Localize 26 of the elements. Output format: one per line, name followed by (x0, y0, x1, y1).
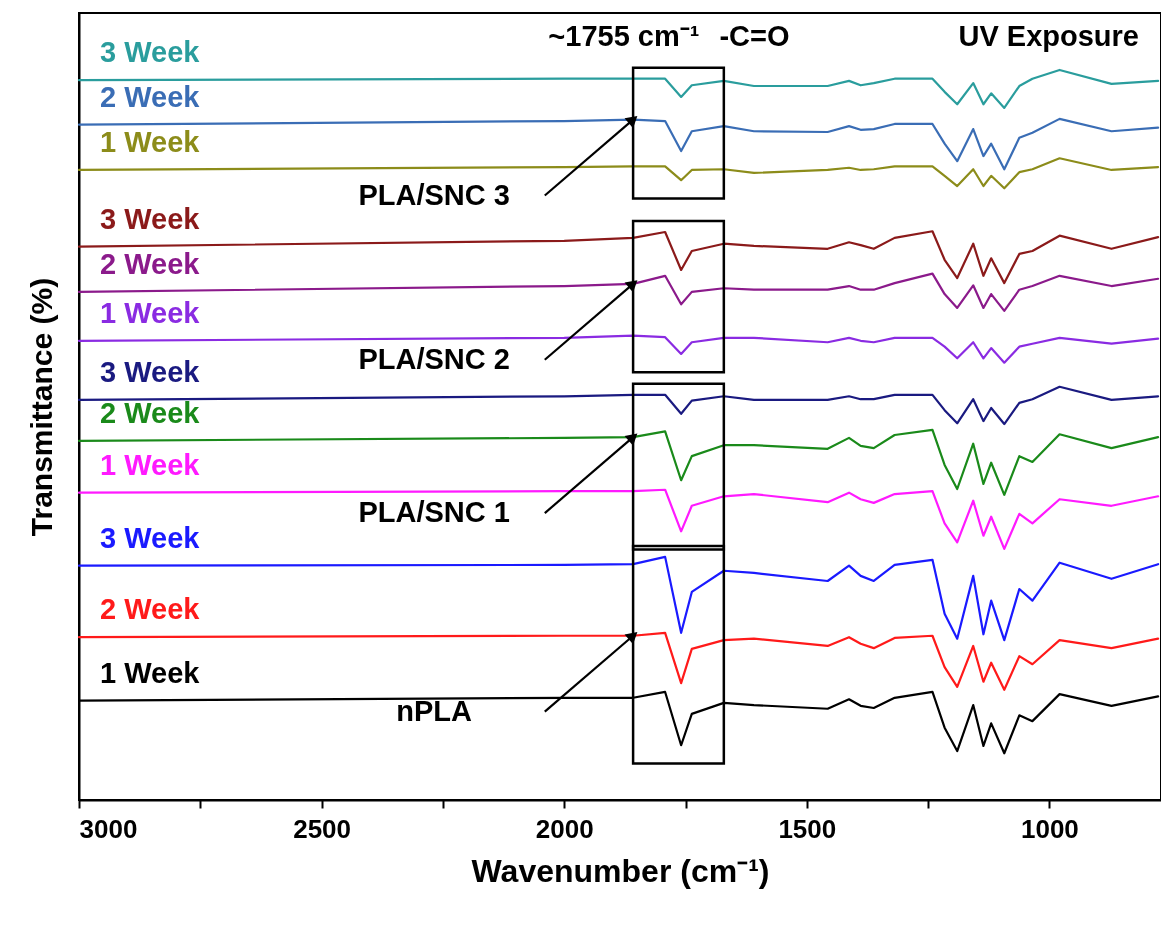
series-label: 2 Week (100, 80, 201, 113)
x-tick-label: 2000 (535, 813, 594, 844)
series-label: 2 Week (100, 593, 201, 626)
series-label: 3 Week (100, 36, 201, 69)
y-axis-title: Transmittance (%) (24, 277, 58, 537)
text: -C=O (719, 20, 790, 52)
annotation: PLA/SNC 3 (358, 178, 510, 211)
series-label: 1 Week (100, 296, 201, 329)
series-label: 3 Week (100, 355, 201, 388)
series-label: 3 Week (100, 521, 201, 554)
series-label: 2 Week (100, 247, 201, 280)
annotation: PLA/SNC 2 (358, 342, 510, 375)
x-tick-label: 3000 (79, 813, 138, 844)
series-label: 1 Week (100, 656, 201, 689)
annotation: nPLA (396, 694, 473, 727)
series-label: 3 Week (100, 202, 201, 235)
text: ~1755 cm⁻¹ (548, 20, 700, 52)
text: UV Exposure (958, 20, 1139, 52)
series-label: 2 Week (100, 396, 201, 429)
x-axis-title: Wavenumber (cm⁻¹) (471, 852, 770, 889)
x-tick-label: 1000 (1020, 813, 1079, 844)
x-tick-label: 1500 (778, 813, 837, 844)
annotation: PLA/SNC 1 (358, 496, 510, 529)
series-label: 1 Week (100, 125, 201, 158)
series-label: 1 Week (100, 448, 201, 481)
x-tick-label: 2500 (293, 813, 352, 844)
